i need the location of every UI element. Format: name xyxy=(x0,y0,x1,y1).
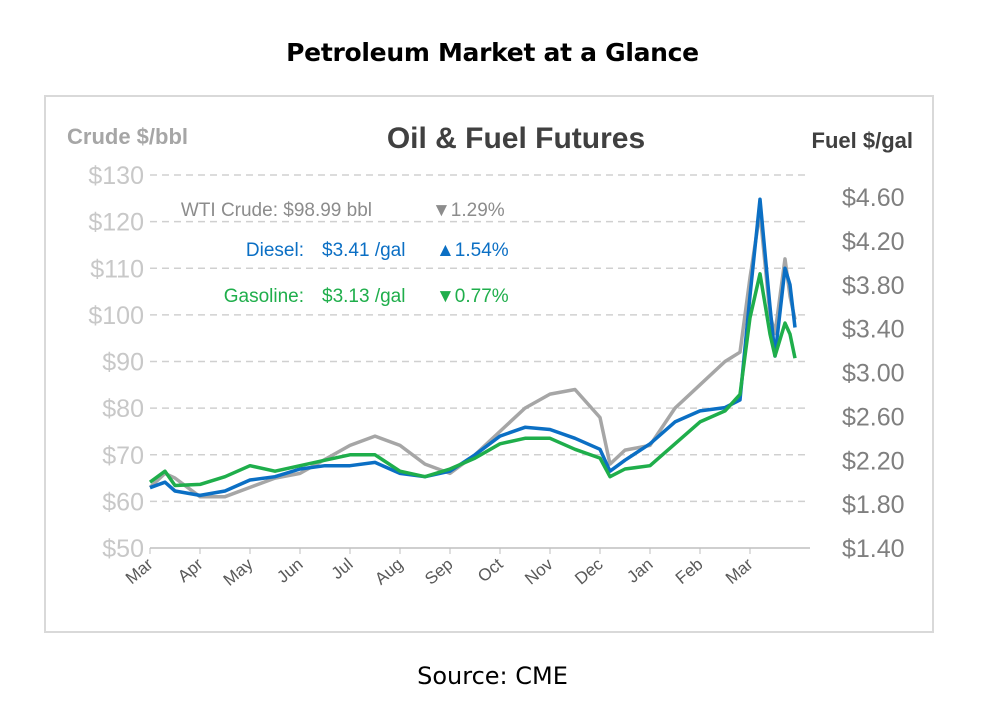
chart-frame xyxy=(44,95,934,633)
x-tick-label: Jan xyxy=(623,555,656,587)
right-tick-label: $3.40 xyxy=(842,316,905,344)
legend-gasoline-label: Gasoline: xyxy=(224,286,304,307)
page-title: Petroleum Market at a Glance xyxy=(286,38,699,67)
x-tick-label: Apr xyxy=(174,554,207,586)
left-tick-label: $100 xyxy=(88,302,144,330)
right-tick-label: $1.40 xyxy=(842,535,905,563)
legend-wti-label: WTI Crude: $98.99 bbl xyxy=(181,200,372,221)
left-tick-label: $50 xyxy=(102,535,144,563)
legend-gasoline-change: ▼0.77% xyxy=(436,286,509,307)
right-tick-label: $1.80 xyxy=(842,491,905,519)
x-tick-label: Jun xyxy=(273,555,306,587)
left-tick-label: $130 xyxy=(88,162,144,190)
left-tick-label: $70 xyxy=(102,442,144,470)
left-tick-label: $120 xyxy=(88,209,144,237)
legend-gasoline-value: $3.13 /gal xyxy=(322,286,405,307)
right-tick-label: $2.60 xyxy=(842,403,905,431)
right-tick-label: $4.20 xyxy=(842,228,905,256)
x-tick-label: Oct xyxy=(474,554,507,586)
right-tick-label: $4.60 xyxy=(842,184,905,212)
right-axis-title: Fuel $/gal xyxy=(812,128,913,153)
right-tick-label: $3.80 xyxy=(842,272,905,300)
right-tick-label: $2.20 xyxy=(842,447,905,475)
series-line-gasoline xyxy=(148,272,797,488)
legend-diesel-change: ▲1.54% xyxy=(436,240,509,261)
x-tick-label: Nov xyxy=(521,554,557,588)
left-tick-label: $60 xyxy=(102,488,144,516)
source-note: Source: CME xyxy=(417,662,568,690)
x-tick-label: Feb xyxy=(672,555,707,588)
left-axis-title: Crude $/bbl xyxy=(67,124,188,149)
x-tick-label: Dec xyxy=(571,554,607,588)
left-tick-label: $110 xyxy=(90,255,144,283)
x-tick-label: Mar xyxy=(722,554,757,588)
x-tick-label: May xyxy=(220,554,257,590)
legend-diesel-label: Diesel: xyxy=(246,240,304,261)
legend-wti-change: ▼1.29% xyxy=(432,200,505,221)
x-tick-label: Sep xyxy=(421,555,456,589)
left-tick-label: $90 xyxy=(102,349,144,377)
x-tick-label: Aug xyxy=(371,555,406,589)
right-tick-label: $3.00 xyxy=(842,360,905,388)
series-line-diesel xyxy=(149,197,797,498)
chart-title: Oil & Fuel Futures xyxy=(387,122,645,155)
legend-diesel-value: $3.41 /gal xyxy=(322,240,405,261)
x-tick-label: Jul xyxy=(328,555,357,584)
left-tick-label: $80 xyxy=(102,395,144,423)
